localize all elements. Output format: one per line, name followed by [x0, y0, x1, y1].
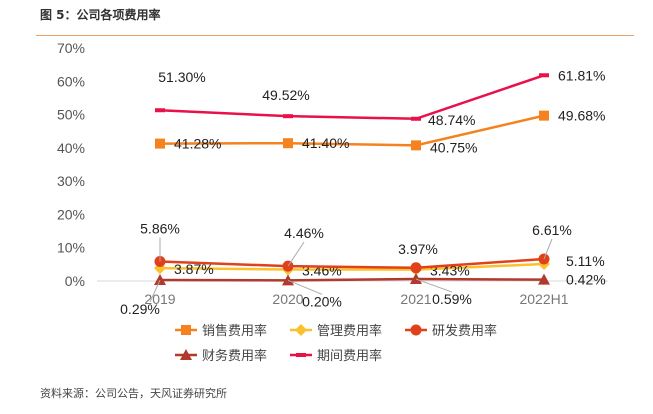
data-label: 5.11%	[566, 253, 605, 269]
legend-marker	[410, 324, 422, 336]
data-point	[155, 138, 165, 149]
y-tick-label: 10%	[57, 240, 85, 256]
data-point	[411, 140, 421, 151]
series-line-4	[159, 74, 545, 121]
legend-marker	[295, 324, 307, 336]
data-label: 3.87%	[174, 261, 214, 277]
data-label: 40.75%	[430, 139, 477, 155]
label-leader	[287, 279, 323, 295]
label-leader	[415, 278, 453, 293]
data-point	[539, 73, 549, 78]
data-label: 48.74%	[428, 112, 475, 128]
y-tick-label: 60%	[57, 73, 85, 89]
data-label: 5.86%	[140, 220, 180, 236]
legend-marker	[180, 349, 192, 360]
data-label: 41.40%	[302, 135, 349, 151]
y-tick-label: 50%	[57, 107, 85, 123]
data-label: 61.81%	[558, 67, 605, 83]
x-tick-label: 2021	[400, 291, 431, 307]
legend-label: 研发费用率	[432, 323, 497, 338]
legend-label: 管理费用率	[317, 323, 382, 338]
data-label: 49.68%	[558, 108, 605, 124]
data-label: 3.97%	[398, 241, 438, 257]
data-label: 3.46%	[302, 262, 342, 278]
data-point	[410, 273, 422, 285]
y-tick-label: 70%	[57, 40, 85, 56]
x-tick-label: 2020	[272, 291, 303, 307]
legend-label: 销售费用率	[202, 323, 267, 338]
data-point	[411, 116, 421, 121]
series-line-3	[159, 277, 545, 282]
y-tick-label: 20%	[57, 206, 85, 222]
data-label: 0.29%	[120, 301, 160, 317]
y-tick-label: 40%	[57, 140, 85, 156]
x-tick-label: 2019	[144, 291, 175, 307]
data-label: 0.20%	[302, 293, 342, 309]
data-label: 0.59%	[432, 291, 472, 307]
data-label: 49.52%	[262, 87, 309, 103]
label-leader	[149, 279, 161, 303]
x-tick-label: 2022H1	[519, 291, 568, 307]
data-point	[538, 273, 550, 285]
title-divider	[36, 35, 634, 36]
data-point	[282, 274, 294, 286]
data-point	[283, 114, 293, 119]
data-label: 0.42%	[566, 272, 606, 288]
data-point	[154, 274, 166, 286]
y-tick-label: 0%	[65, 273, 85, 289]
series-line-0	[159, 114, 545, 147]
data-point	[410, 262, 422, 274]
y-tick-label: 30%	[57, 173, 85, 189]
legend-label: 期间费用率	[317, 348, 382, 363]
data-label: 4.46%	[284, 225, 324, 241]
data-label: 51.30%	[158, 69, 205, 85]
legend-marker	[296, 353, 306, 357]
data-point	[155, 108, 165, 113]
source-note: 资料来源：公司公告，天风证券研究所	[40, 387, 227, 400]
series-line-1	[159, 262, 545, 271]
legend-label: 财务费用率	[202, 348, 267, 363]
label-leader	[287, 241, 305, 267]
data-label: 41.28%	[174, 136, 221, 152]
label-leader	[543, 238, 553, 260]
series-line-2	[159, 257, 545, 270]
data-label: 6.61%	[532, 222, 572, 238]
data-point	[283, 138, 293, 149]
legend-marker	[181, 325, 191, 335]
data-point	[539, 110, 549, 121]
figure-title: 图 5：公司各项费用率	[40, 8, 161, 22]
